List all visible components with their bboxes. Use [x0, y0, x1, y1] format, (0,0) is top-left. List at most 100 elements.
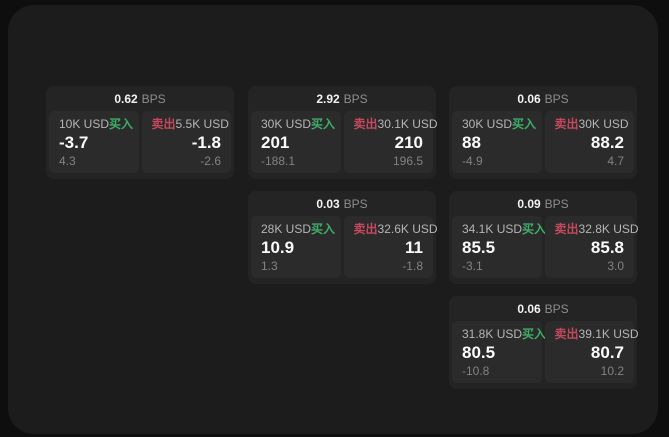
sell-header-row: 卖出 32.6K USD — [354, 223, 438, 235]
buy-header-row: 30K USD 买入 — [261, 117, 335, 131]
sell-price: 210 — [394, 133, 423, 152]
buy-delta: -10.8 — [462, 364, 490, 378]
spread-value: 2.92 — [316, 91, 340, 106]
sell-price: 88.2 — [590, 133, 624, 152]
sell-price: -1.8 — [191, 133, 221, 152]
sell-tag: 卖出 — [151, 117, 176, 131]
buy-price: 201 — [261, 133, 290, 152]
spread-header: 0.09 BPS — [449, 191, 637, 216]
quote-body: 30K USD 买入 88 -4.9 卖出 30K USD 88.2 4.7 — [449, 111, 637, 176]
sell-panel[interactable]: 卖出 32.8K USD 85.8 3.0 — [544, 216, 639, 278]
buy-delta: 4.3 — [59, 154, 76, 168]
sell-delta: 4.7 — [607, 154, 624, 168]
buy-price: 85.5 — [462, 238, 496, 257]
buy-header-row: 34.1K USD 买入 — [462, 222, 546, 236]
buy-header-row: 10K USD 买入 — [59, 117, 133, 131]
sell-size: 39.1K USD — [578, 327, 639, 341]
buy-tag: 买入 — [311, 117, 336, 131]
buy-price: 80.5 — [462, 343, 496, 362]
sell-tag: 卖出 — [353, 117, 378, 131]
buy-price: 88 — [462, 133, 481, 152]
sell-price: 85.8 — [590, 238, 624, 257]
spread-header: 0.62 BPS — [46, 86, 234, 111]
spread-unit: BPS — [141, 91, 166, 106]
quote-body: 10K USD 买入 -3.7 4.3 卖出 5.5K USD -1.8 -2.… — [46, 111, 234, 176]
buy-tag: 买入 — [311, 222, 336, 236]
spread-unit: BPS — [544, 91, 569, 106]
spread-header: 0.06 BPS — [449, 86, 637, 111]
spread-unit: BPS — [544, 301, 569, 316]
sell-panel[interactable]: 卖出 5.5K USD -1.8 -2.6 — [141, 111, 231, 173]
sell-panel[interactable]: 卖出 39.1K USD 80.7 10.2 — [544, 321, 639, 383]
sell-tag: 卖出 — [554, 117, 579, 131]
buy-size: 10K USD — [59, 117, 110, 131]
quote-card: 0.06 BPS 30K USD 买入 88 -4.9 卖出 30K USD — [449, 86, 637, 179]
sell-size: 5.5K USD — [175, 117, 229, 131]
buy-panel[interactable]: 28K USD 买入 10.9 1.3 — [251, 216, 341, 278]
sell-header-row: 卖出 30K USD — [554, 117, 629, 131]
buy-panel[interactable]: 30K USD 买入 201 -188.1 — [251, 111, 341, 173]
buy-price: 10.9 — [261, 238, 295, 257]
buy-delta: -188.1 — [261, 154, 296, 168]
spread-unit: BPS — [343, 196, 368, 211]
buy-size: 30K USD — [261, 117, 312, 131]
spread-unit: BPS — [544, 196, 569, 211]
sell-size: 32.8K USD — [578, 222, 639, 236]
sell-header-row: 卖出 32.8K USD — [554, 222, 639, 236]
sell-delta: 10.2 — [600, 364, 624, 378]
buy-delta: 1.3 — [261, 259, 278, 273]
buy-header-row: 28K USD 买入 — [261, 222, 335, 236]
sell-tag: 卖出 — [554, 222, 579, 236]
spread-header: 2.92 BPS — [248, 86, 436, 111]
buy-delta: -4.9 — [462, 154, 483, 168]
buy-size: 34.1K USD — [462, 222, 523, 236]
quote-card: 0.03 BPS 28K USD 买入 10.9 1.3 卖出 32.6K US… — [248, 191, 438, 284]
spread-unit: BPS — [343, 91, 368, 106]
spread-header: 0.03 BPS — [248, 191, 436, 216]
spread-value: 0.62 — [114, 91, 138, 106]
sell-panel[interactable]: 卖出 30.1K USD 210 196.5 — [343, 111, 438, 173]
sell-delta: 3.0 — [607, 259, 624, 273]
buy-header-row: 30K USD 买入 — [462, 117, 536, 131]
buy-delta: -3.1 — [462, 259, 483, 273]
quote-body: 30K USD 买入 201 -188.1 卖出 30.1K USD 210 1… — [248, 111, 438, 176]
spread-value: 0.06 — [517, 91, 541, 106]
spread-header: 0.06 BPS — [449, 296, 637, 321]
sell-size: 30K USD — [578, 117, 629, 131]
quote-card: 0.06 BPS 31.8K USD 买入 80.5 -10.8 卖出 39.1… — [449, 296, 639, 389]
buy-price: -3.7 — [59, 133, 89, 152]
buy-panel[interactable]: 31.8K USD 买入 80.5 -10.8 — [452, 321, 546, 383]
quote-body: 34.1K USD 买入 85.5 -3.1 卖出 32.8K USD 85.8… — [449, 216, 639, 281]
quote-body: 28K USD 买入 10.9 1.3 卖出 32.6K USD 11 -1.8 — [248, 216, 438, 281]
sell-tag: 卖出 — [554, 327, 579, 341]
sell-header-row: 卖出 5.5K USD — [151, 117, 229, 131]
spread-value: 0.06 — [517, 301, 541, 316]
buy-tag: 买入 — [522, 222, 547, 236]
buy-panel[interactable]: 30K USD 买入 88 -4.9 — [452, 111, 542, 173]
main-panel: 0.62 BPS 10K USD 买入 -3.7 4.3 卖出 5.5K USD — [8, 5, 658, 434]
sell-header-row: 卖出 39.1K USD — [554, 327, 639, 341]
sell-panel[interactable]: 卖出 30K USD 88.2 4.7 — [544, 111, 634, 173]
buy-panel[interactable]: 34.1K USD 买入 85.5 -3.1 — [452, 216, 546, 278]
buy-tag: 买入 — [109, 117, 134, 131]
spread-value: 0.03 — [316, 196, 340, 211]
quote-card: 0.62 BPS 10K USD 买入 -3.7 4.3 卖出 5.5K USD — [46, 86, 234, 179]
quote-body: 31.8K USD 买入 80.5 -10.8 卖出 39.1K USD 80.… — [449, 321, 639, 386]
sell-delta: -2.6 — [200, 154, 221, 168]
sell-size: 32.6K USD — [377, 222, 438, 236]
sell-price: 11 — [405, 238, 423, 257]
buy-header-row: 31.8K USD 买入 — [462, 327, 546, 341]
buy-panel[interactable]: 10K USD 买入 -3.7 4.3 — [49, 111, 139, 173]
sell-price: 80.7 — [590, 343, 624, 362]
sell-panel[interactable]: 卖出 32.6K USD 11 -1.8 — [343, 216, 438, 278]
buy-size: 30K USD — [462, 117, 513, 131]
quote-card: 0.09 BPS 34.1K USD 买入 85.5 -3.1 卖出 32.8K… — [449, 191, 639, 284]
sell-header-row: 卖出 30.1K USD — [353, 117, 438, 131]
sell-delta: 196.5 — [392, 154, 423, 168]
sell-size: 30.1K USD — [377, 117, 438, 131]
buy-size: 28K USD — [261, 222, 312, 236]
spread-value: 0.09 — [517, 196, 541, 211]
sell-delta: -1.8 — [402, 259, 423, 273]
buy-size: 31.8K USD — [462, 327, 523, 341]
